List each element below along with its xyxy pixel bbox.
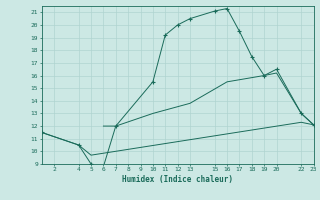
X-axis label: Humidex (Indice chaleur): Humidex (Indice chaleur) [122,175,233,184]
